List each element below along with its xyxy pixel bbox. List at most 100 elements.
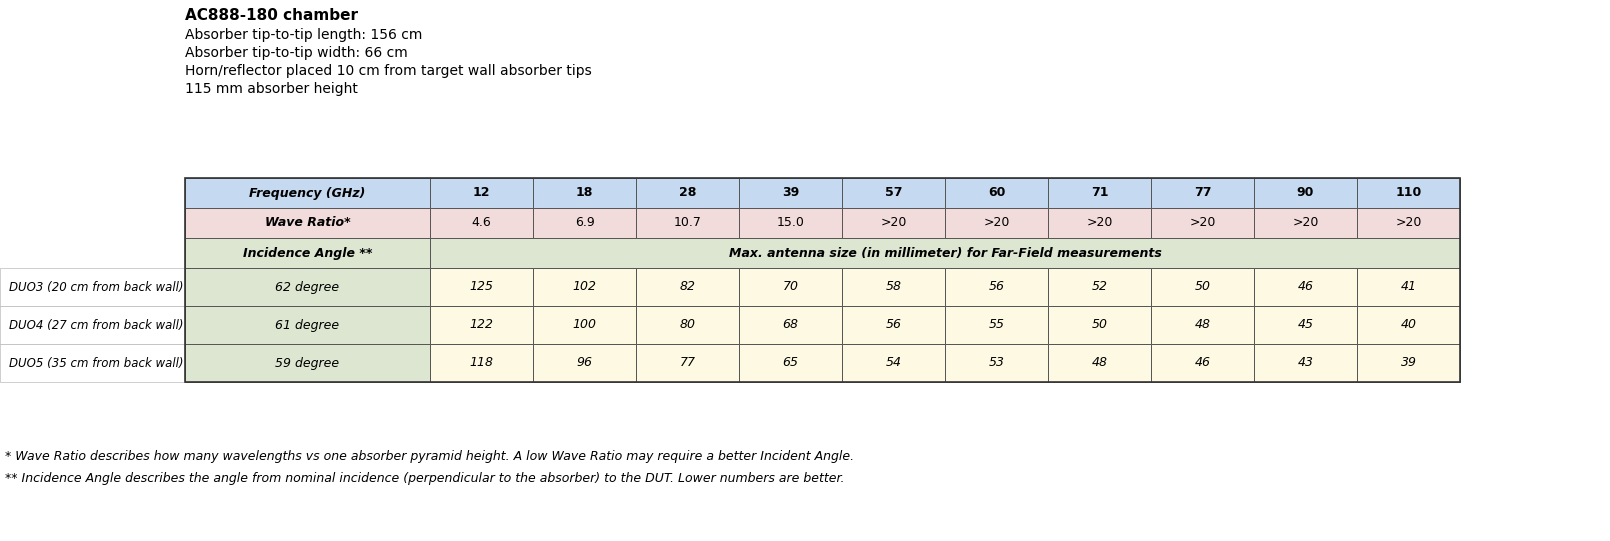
Text: 41: 41 xyxy=(1401,280,1417,294)
Bar xyxy=(739,208,842,238)
Bar xyxy=(1254,344,1357,382)
Bar xyxy=(1048,344,1151,382)
Text: 80: 80 xyxy=(679,319,696,332)
Bar xyxy=(1151,344,1254,382)
Text: 58: 58 xyxy=(886,280,902,294)
Bar xyxy=(430,238,1460,268)
Text: 46: 46 xyxy=(1298,280,1314,294)
Text: 53: 53 xyxy=(989,357,1005,370)
Text: Absorber tip-to-tip width: 66 cm: Absorber tip-to-tip width: 66 cm xyxy=(185,46,407,60)
Text: 45: 45 xyxy=(1298,319,1314,332)
Text: 77: 77 xyxy=(679,357,696,370)
Bar xyxy=(636,344,739,382)
Bar xyxy=(0,268,185,306)
Text: 110: 110 xyxy=(1396,187,1422,200)
Text: 65: 65 xyxy=(782,357,799,370)
Bar xyxy=(1151,178,1254,208)
Text: >20: >20 xyxy=(1396,216,1422,229)
Bar xyxy=(1357,344,1460,382)
Text: 40: 40 xyxy=(1401,319,1417,332)
Bar xyxy=(533,344,636,382)
Bar xyxy=(430,178,533,208)
Bar xyxy=(185,208,430,238)
Text: * Wave Ratio describes how many wavelengths vs one absorber pyramid height. A lo: * Wave Ratio describes how many waveleng… xyxy=(5,450,855,463)
Text: 61 degree: 61 degree xyxy=(275,319,340,332)
Text: Max. antenna size (in millimeter) for Far-Field measurements: Max. antenna size (in millimeter) for Fa… xyxy=(729,247,1161,260)
Text: 77: 77 xyxy=(1193,187,1211,200)
Bar xyxy=(739,178,842,208)
Bar xyxy=(533,268,636,306)
Bar xyxy=(842,344,945,382)
Bar xyxy=(636,268,739,306)
Bar xyxy=(945,178,1048,208)
Text: >20: >20 xyxy=(984,216,1009,229)
Text: Incidence Angle **: Incidence Angle ** xyxy=(243,247,372,260)
Text: 100: 100 xyxy=(573,319,596,332)
Bar xyxy=(430,306,533,344)
Text: 62 degree: 62 degree xyxy=(275,280,340,294)
Text: >20: >20 xyxy=(1087,216,1113,229)
Text: 57: 57 xyxy=(886,187,902,200)
Text: 70: 70 xyxy=(782,280,799,294)
Bar xyxy=(533,208,636,238)
Bar xyxy=(185,344,430,382)
Bar xyxy=(1254,306,1357,344)
Bar xyxy=(1048,268,1151,306)
Text: 6.9: 6.9 xyxy=(575,216,594,229)
Bar xyxy=(636,178,739,208)
Text: 125: 125 xyxy=(470,280,494,294)
Text: 118: 118 xyxy=(470,357,494,370)
Text: 50: 50 xyxy=(1092,319,1108,332)
Bar xyxy=(1357,306,1460,344)
Bar xyxy=(430,344,533,382)
Bar xyxy=(1151,268,1254,306)
Bar xyxy=(430,208,533,238)
Text: 115 mm absorber height: 115 mm absorber height xyxy=(185,82,357,96)
Bar xyxy=(533,306,636,344)
Bar xyxy=(1151,208,1254,238)
Bar xyxy=(945,268,1048,306)
Bar xyxy=(1357,178,1460,208)
Text: 46: 46 xyxy=(1195,357,1211,370)
Bar xyxy=(842,208,945,238)
Bar xyxy=(533,178,636,208)
Text: DUO4 (27 cm from back wall): DUO4 (27 cm from back wall) xyxy=(8,319,184,332)
Bar xyxy=(1151,306,1254,344)
Bar xyxy=(636,208,739,238)
Text: >20: >20 xyxy=(1293,216,1319,229)
Bar xyxy=(739,306,842,344)
Text: 90: 90 xyxy=(1296,187,1314,200)
Text: 48: 48 xyxy=(1195,319,1211,332)
Text: 96: 96 xyxy=(576,357,592,370)
Bar xyxy=(945,208,1048,238)
Text: 82: 82 xyxy=(679,280,696,294)
Text: Horn/reflector placed 10 cm from target wall absorber tips: Horn/reflector placed 10 cm from target … xyxy=(185,64,592,78)
Bar xyxy=(945,344,1048,382)
Bar xyxy=(185,178,1460,382)
Text: 102: 102 xyxy=(573,280,596,294)
Text: 10.7: 10.7 xyxy=(673,216,702,229)
Bar xyxy=(185,178,430,208)
Text: 4.6: 4.6 xyxy=(472,216,491,229)
Text: ** Incidence Angle describes the angle from nominal incidence (perpendicular to : ** Incidence Angle describes the angle f… xyxy=(5,472,845,485)
Bar xyxy=(1254,208,1357,238)
Text: 55: 55 xyxy=(989,319,1005,332)
Text: 39: 39 xyxy=(1401,357,1417,370)
Text: DUO3 (20 cm from back wall): DUO3 (20 cm from back wall) xyxy=(8,280,184,294)
Bar xyxy=(739,268,842,306)
Text: 18: 18 xyxy=(576,187,592,200)
Text: 59 degree: 59 degree xyxy=(275,357,340,370)
Bar xyxy=(1048,306,1151,344)
Bar xyxy=(1048,178,1151,208)
Bar xyxy=(185,238,430,268)
Text: 54: 54 xyxy=(886,357,902,370)
Text: Wave Ratio*: Wave Ratio* xyxy=(264,216,351,229)
Text: 60: 60 xyxy=(989,187,1005,200)
Bar xyxy=(1254,268,1357,306)
Text: 28: 28 xyxy=(679,187,696,200)
Text: 15.0: 15.0 xyxy=(776,216,805,229)
Bar xyxy=(1357,268,1460,306)
Text: 122: 122 xyxy=(470,319,494,332)
Text: 48: 48 xyxy=(1092,357,1108,370)
Text: 52: 52 xyxy=(1092,280,1108,294)
